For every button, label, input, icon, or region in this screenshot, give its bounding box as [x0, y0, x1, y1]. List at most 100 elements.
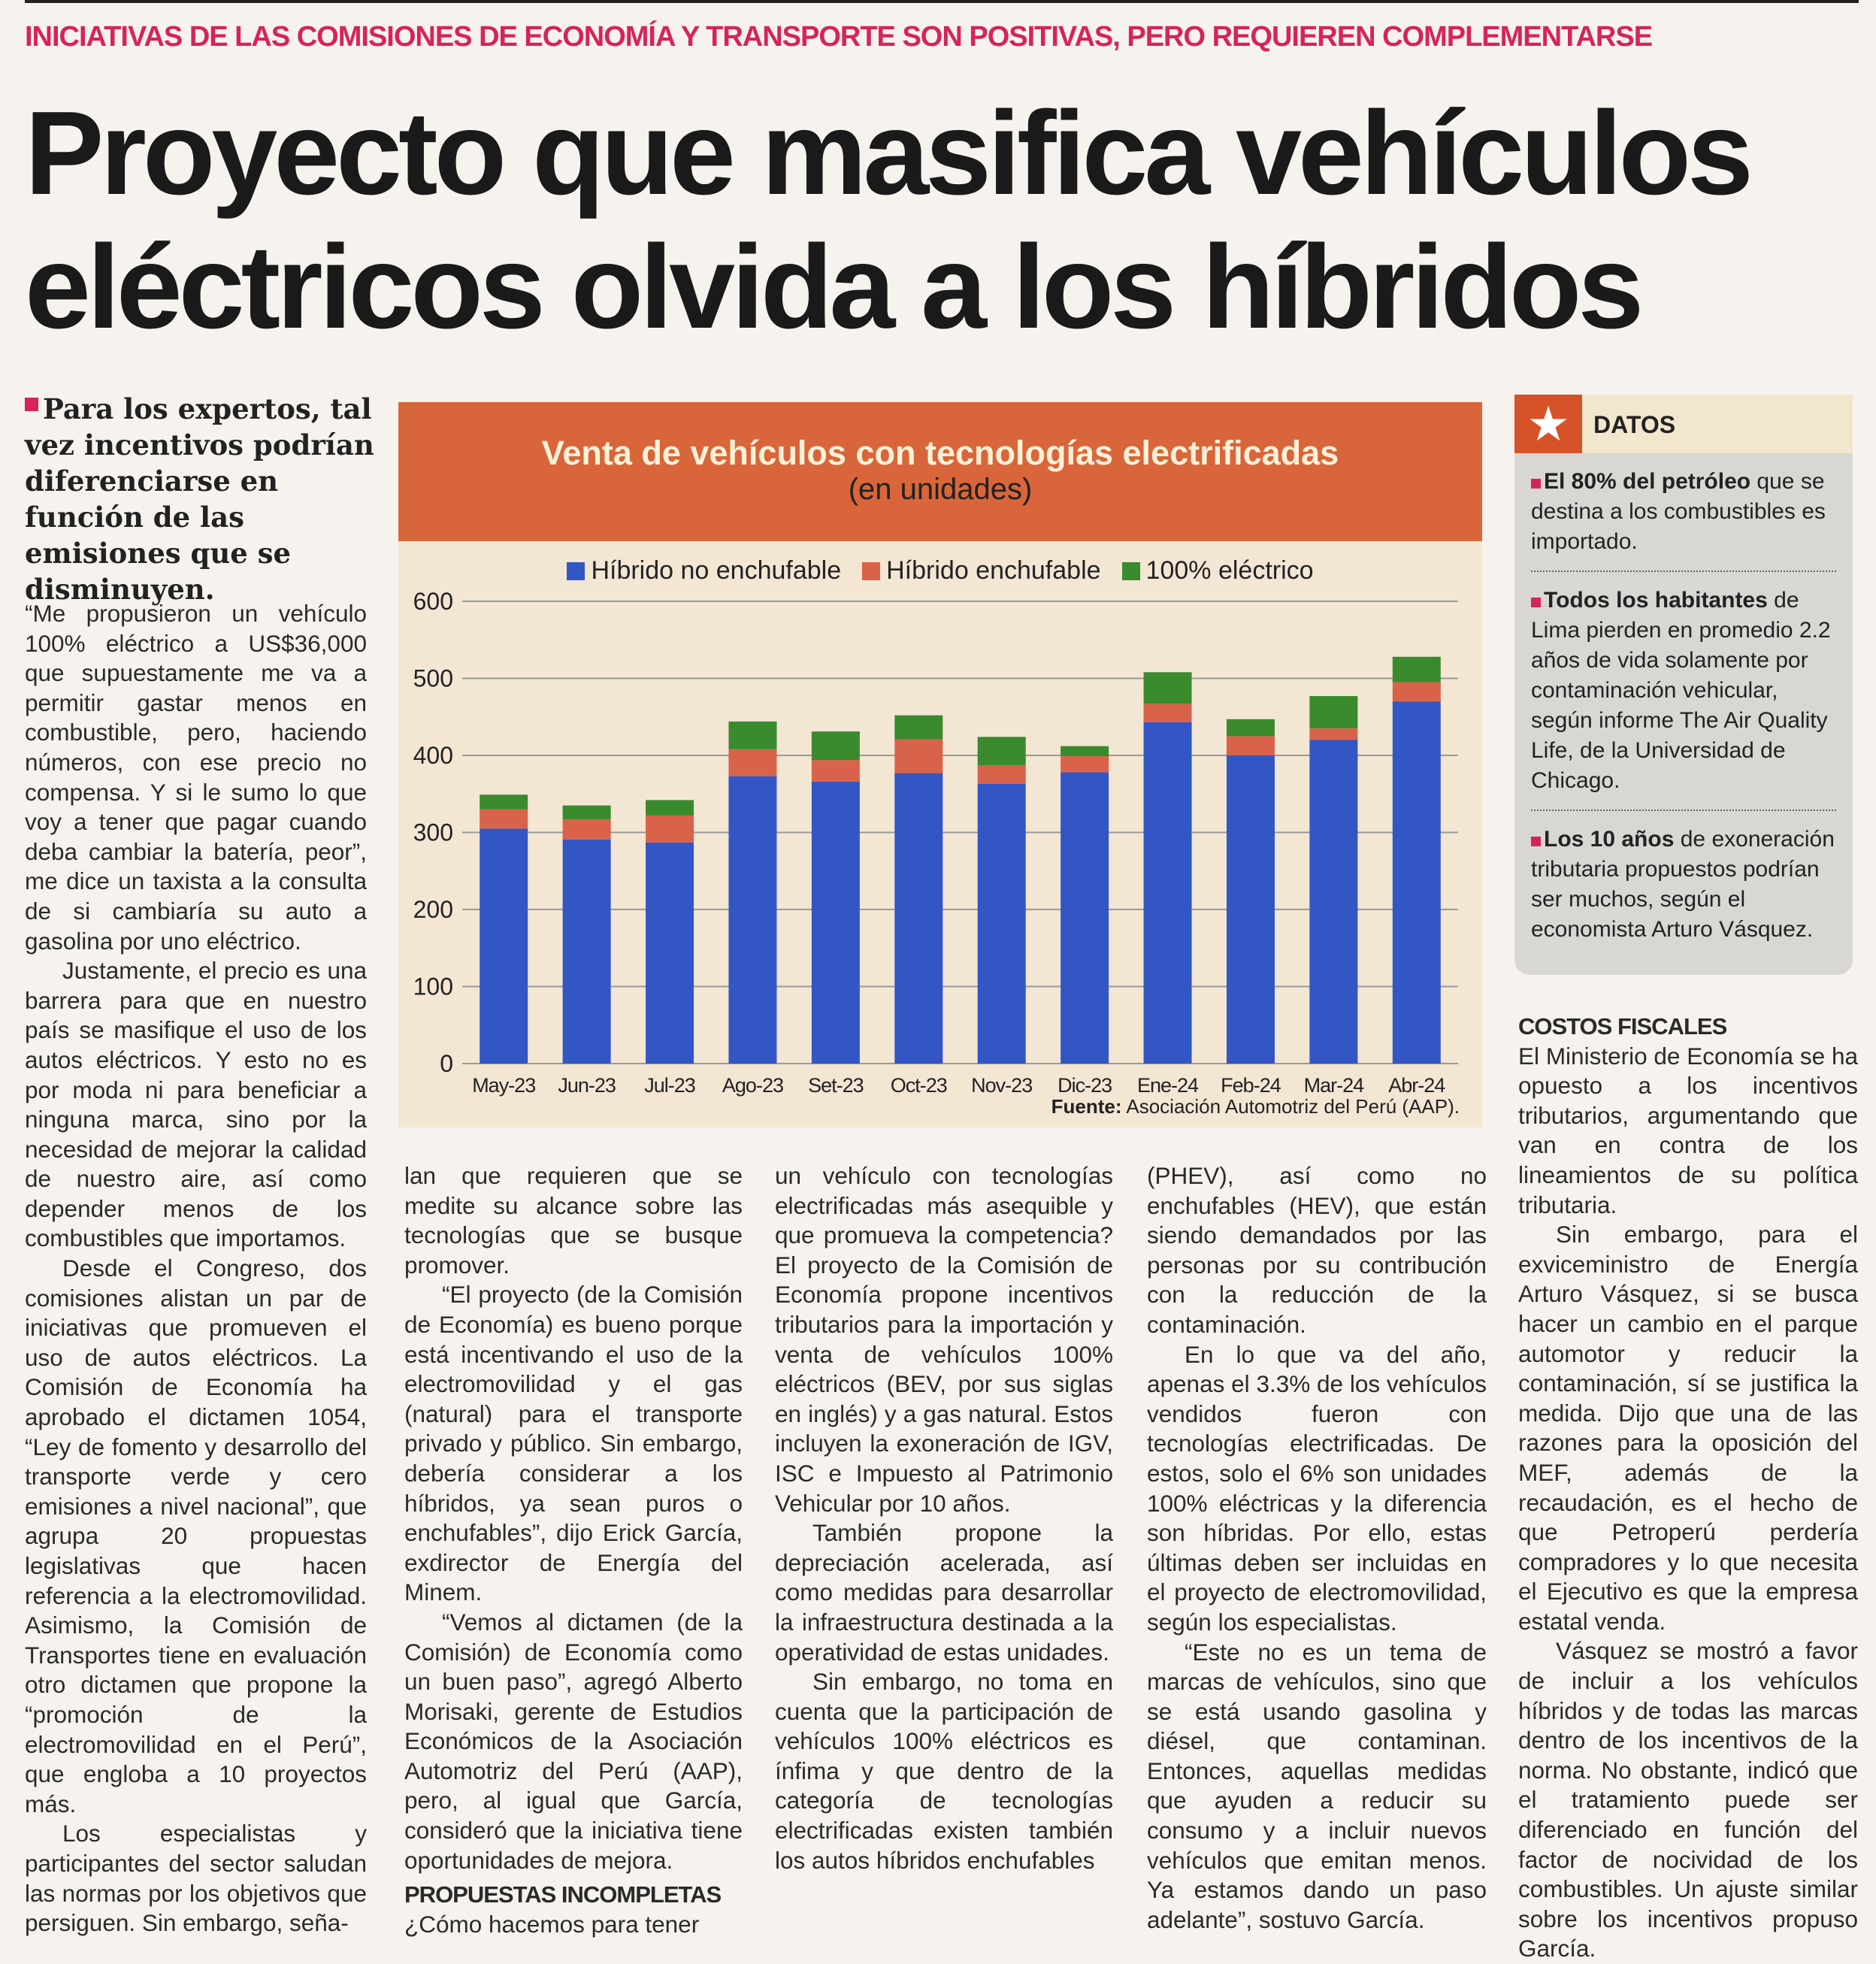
bar-segment [1143, 722, 1192, 1064]
lead-text: Para los expertos, tal vez incentivos po… [25, 392, 374, 606]
y-tick-label: 200 [413, 896, 453, 923]
section-heading: COSTOS FISCALES [1518, 1013, 1727, 1039]
source-label: Fuente: [1051, 1095, 1122, 1118]
bar-segment [1061, 756, 1109, 773]
bar-segment [1309, 740, 1358, 1064]
chart-title: Venta de vehículos con tecnologías elect… [541, 434, 1339, 472]
paragraph: Sin embargo, no toma en cuenta que la pa… [775, 1668, 1113, 1874]
legend-swatch [1121, 562, 1140, 580]
legend-label: 100% eléctrico [1145, 556, 1314, 585]
paragraph: El Ministerio de Economía se ha opuesto … [1518, 1042, 1858, 1218]
legend-item: Híbrido enchufable [862, 556, 1101, 586]
bullet-square-icon [25, 398, 38, 411]
legend-item: Híbrido no enchufable [567, 556, 841, 586]
column-2: lan que requieren que se medite su alcan… [404, 1161, 743, 1939]
bar-segment [562, 839, 611, 1064]
bar-segment [646, 842, 694, 1064]
paragraph: (PHEV), así como no enchufables (HEV), q… [1147, 1162, 1487, 1338]
paragraph: “Me propusieron un vehículo 100% eléctri… [25, 600, 367, 955]
bar-segment [1392, 682, 1441, 702]
bar-segment [728, 749, 777, 776]
bar-segment [1309, 728, 1358, 740]
paragraph: También propone la depreciación acelerad… [775, 1519, 1113, 1666]
bar-segment [811, 760, 860, 782]
bar-segment [1226, 719, 1275, 737]
legend-swatch [862, 562, 881, 580]
bar-segment [1226, 755, 1275, 1064]
bar-segment [1392, 656, 1441, 682]
bar-segment [894, 715, 943, 740]
datos-header: ★ DATOS [1514, 395, 1853, 453]
column-1: “Me propusieron un vehículo 100% eléctri… [25, 599, 367, 1938]
datos-item: Los 10 años de exoneración tributaria pr… [1531, 811, 1836, 958]
kicker: INICIATIVAS DE LAS COMISIONES DE ECONOMÍ… [25, 21, 1653, 53]
bar-segment [480, 794, 528, 810]
bar-segment [480, 828, 528, 1064]
chart: Venta de vehículos con tecnologías elect… [398, 402, 1482, 1127]
lead: Para los expertos, tal vez incentivos po… [25, 391, 378, 607]
column-5: COSTOS FISCALES El Ministerio de Economía… [1518, 1007, 1858, 1964]
x-tick-label: Abr-24 [1388, 1074, 1445, 1097]
bar-segment [977, 783, 1026, 1064]
x-tick-label: Dic-23 [1058, 1074, 1112, 1097]
y-tick-label: 0 [440, 1050, 453, 1077]
paragraph: ¿Cómo hacemos para tener [404, 1910, 700, 1938]
section-heading: PROPUESTAS INCOMPLETAS [404, 1881, 722, 1908]
paragraph: Sin embargo, para el exviceministro de E… [1518, 1221, 1858, 1635]
bar-segment [1309, 696, 1358, 729]
bar-segment [1061, 772, 1109, 1064]
paragraph: un vehículo con tecnologías electrificad… [775, 1162, 1113, 1517]
paragraph: Vásquez se mostró a favor de incluir a l… [1518, 1637, 1858, 1962]
source-text: Asociación Automotriz del Perú (AAP). [1126, 1095, 1460, 1118]
datos-item-bold: Todos los habitantes [1544, 588, 1768, 613]
datos-item-text: de Lima pierden en promedio 2.2 años de … [1531, 588, 1831, 793]
bar-segment [1143, 672, 1192, 704]
x-tick-label: Ene-24 [1137, 1074, 1199, 1097]
datos-title: DATOS [1593, 411, 1676, 438]
datos-item: El 80% del petróleo que se destina a los… [1531, 453, 1836, 572]
legend-swatch [567, 562, 585, 580]
column-3: un vehículo con tecnologías electrificad… [775, 1161, 1113, 1875]
bar-segment [1392, 701, 1441, 1064]
datos-item: Todos los habitantes de Lima pierden en … [1531, 572, 1836, 811]
paragraph: Los especialistas y participantes del se… [25, 1820, 367, 1937]
datos-item-text: de exoneración tributaria propuestos pod… [1531, 827, 1835, 942]
y-tick-label: 400 [413, 742, 453, 769]
legend-label: Híbrido enchufable [886, 556, 1101, 585]
y-tick-label: 600 [413, 588, 453, 615]
legend-label: Híbrido no enchufable [591, 556, 842, 585]
datos-item-text: que se destina a los combustibles es imp… [1531, 469, 1826, 554]
datos-item-bold: El 80% del petróleo [1544, 469, 1751, 494]
bar-segment [1061, 746, 1109, 757]
paragraph: “El proyecto (de la Comisión de Economía… [404, 1281, 743, 1606]
bullet-square-icon [1531, 837, 1541, 846]
x-tick-label: Set-23 [808, 1074, 864, 1097]
bullet-square-icon [1531, 598, 1541, 607]
paragraph: lan que requieren que se medite su alcan… [404, 1162, 743, 1279]
x-tick-label: Ago-23 [722, 1074, 783, 1097]
top-rule [25, 0, 1859, 3]
paragraph: “Este no es un tema de marcas de vehícul… [1147, 1638, 1487, 1933]
bar-segment [977, 737, 1026, 766]
datos-box: ★ DATOS El 80% del petróleo que se desti… [1514, 395, 1853, 975]
y-tick-label: 300 [413, 819, 453, 846]
bar-segment [811, 781, 860, 1064]
bar-segment [480, 809, 528, 829]
datos-item-bold: Los 10 años [1544, 827, 1675, 852]
x-tick-label: Feb-24 [1221, 1074, 1281, 1097]
bar-segment [646, 815, 694, 843]
bar-segment [977, 765, 1026, 784]
bar-segment [894, 739, 943, 773]
paragraph: “Vemos al dictamen (de la Comisión) de E… [404, 1608, 743, 1874]
bar-segment [646, 800, 694, 816]
x-tick-label: Jul-23 [644, 1074, 695, 1097]
bar-segment [728, 721, 777, 749]
paragraph: En lo que va del año, apenas el 3.3% de … [1147, 1340, 1487, 1636]
column-4: (PHEV), así como no enchufables (HEV), q… [1147, 1161, 1487, 1935]
chart-source: Fuente: Asociación Automotriz del Perú (… [1051, 1095, 1460, 1118]
y-tick-label: 500 [413, 665, 453, 692]
x-tick-label: Nov-23 [971, 1074, 1032, 1097]
bar-segment [562, 805, 611, 820]
bar-segment [811, 731, 860, 761]
x-tick-label: Oct-23 [891, 1074, 947, 1097]
